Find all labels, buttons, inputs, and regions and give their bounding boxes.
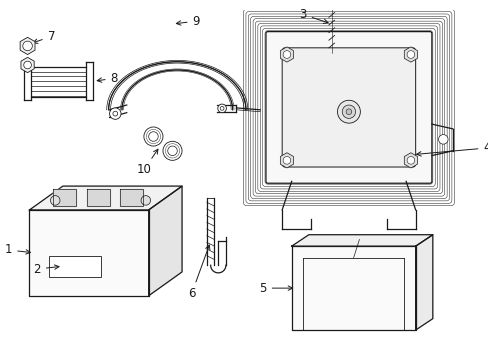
- Polygon shape: [29, 186, 182, 210]
- Circle shape: [406, 51, 414, 58]
- Text: 7: 7: [33, 30, 55, 44]
- Circle shape: [337, 100, 360, 123]
- Circle shape: [438, 135, 447, 144]
- Circle shape: [283, 157, 290, 164]
- Text: 3: 3: [299, 8, 327, 23]
- Polygon shape: [20, 37, 35, 54]
- Polygon shape: [280, 153, 293, 168]
- Polygon shape: [291, 235, 432, 246]
- Polygon shape: [415, 235, 432, 330]
- Circle shape: [346, 109, 351, 114]
- Circle shape: [217, 104, 226, 113]
- Text: 6: 6: [187, 245, 209, 300]
- Text: 8: 8: [97, 72, 118, 85]
- Circle shape: [143, 127, 163, 146]
- Text: 11: 11: [0, 359, 1, 360]
- Text: 5: 5: [259, 282, 292, 294]
- Text: 4: 4: [416, 141, 488, 156]
- Circle shape: [141, 195, 150, 205]
- Polygon shape: [404, 47, 417, 62]
- Polygon shape: [404, 153, 417, 168]
- Circle shape: [406, 157, 414, 164]
- Text: 10: 10: [136, 149, 158, 176]
- Text: 1: 1: [5, 243, 30, 256]
- Polygon shape: [291, 246, 415, 330]
- Polygon shape: [148, 186, 182, 296]
- Circle shape: [283, 51, 290, 58]
- Circle shape: [167, 146, 177, 156]
- Polygon shape: [280, 47, 293, 62]
- Circle shape: [50, 195, 60, 205]
- FancyBboxPatch shape: [265, 32, 431, 183]
- Circle shape: [24, 61, 31, 69]
- Circle shape: [163, 141, 182, 160]
- FancyBboxPatch shape: [282, 48, 415, 167]
- Polygon shape: [53, 189, 76, 206]
- Circle shape: [148, 132, 158, 141]
- Circle shape: [220, 107, 224, 110]
- Circle shape: [23, 41, 32, 51]
- Text: 2: 2: [33, 262, 59, 275]
- FancyBboxPatch shape: [48, 256, 101, 277]
- Circle shape: [109, 108, 121, 120]
- Circle shape: [113, 111, 118, 116]
- Polygon shape: [29, 210, 148, 296]
- Polygon shape: [21, 57, 34, 73]
- Text: 9: 9: [176, 15, 200, 28]
- Polygon shape: [86, 189, 109, 206]
- Polygon shape: [120, 189, 142, 206]
- Circle shape: [342, 105, 355, 118]
